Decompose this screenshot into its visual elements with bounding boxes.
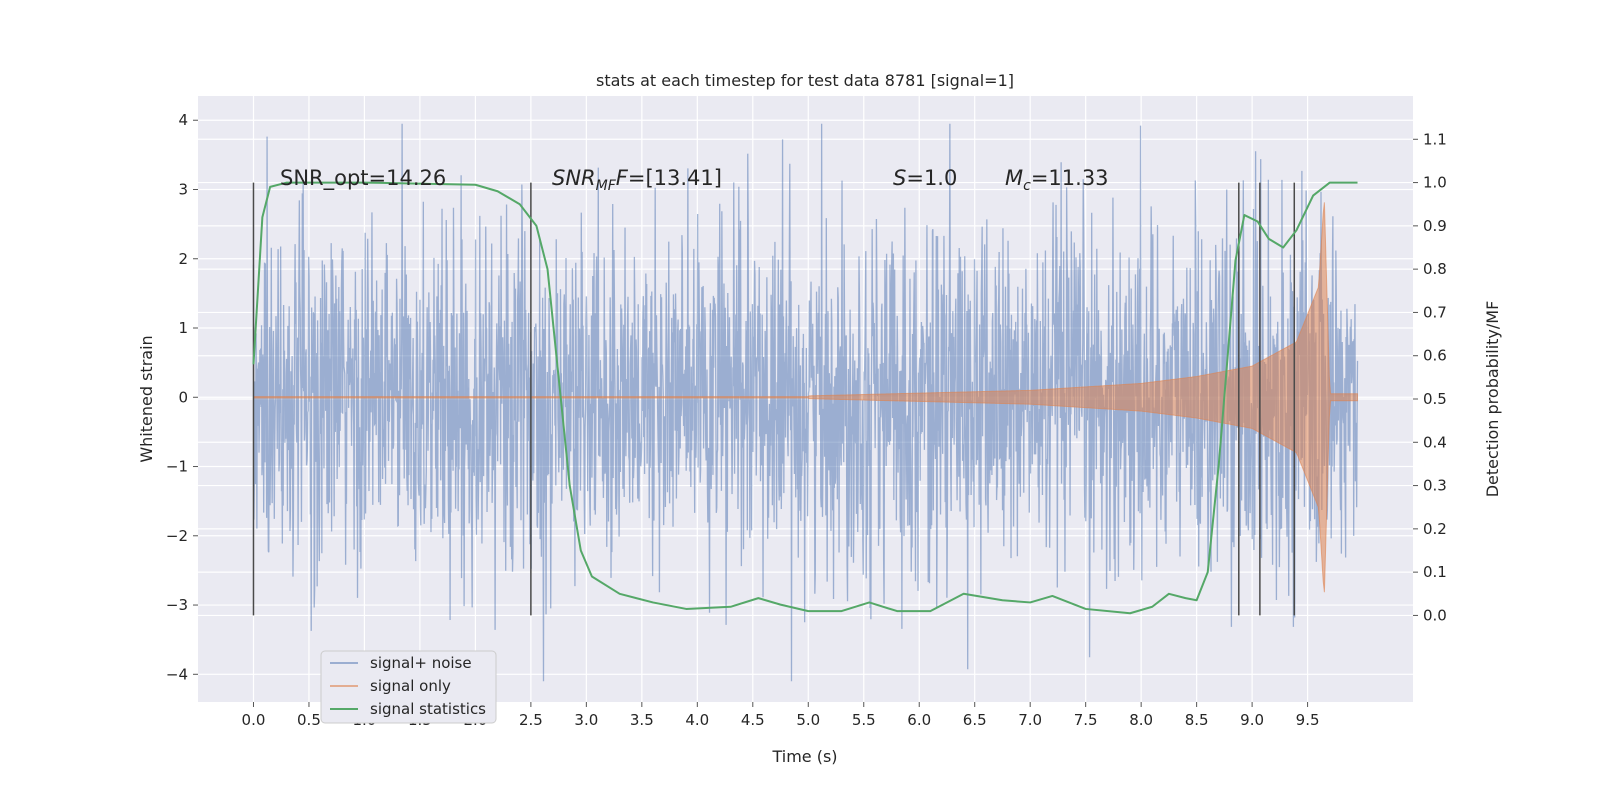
annotation-snr-opt: SNR_opt=14.26 [280,166,446,191]
y-tick-label-left: 1 [178,319,188,337]
annotation-mc: Mc=11.33 [1005,166,1109,194]
x-tick-label: 8.0 [1129,711,1153,729]
annotation-s: S=1.0 [893,166,957,190]
x-axis-label: Time (s) [771,747,837,766]
legend-label-signal-statistics: signal statistics [370,700,486,718]
y-tick-label-right: 0.2 [1423,520,1447,538]
annotation-snr-mf-var: SNR [552,166,596,190]
y-tick-label-right: 1.1 [1423,130,1447,148]
y-tick-label-left: 4 [178,111,188,129]
annotation-snr-mf: SNRMFF=[13.41] [552,166,722,194]
y-axis-label-left: Whitened strain [137,335,156,462]
x-tick-label: 3.0 [574,711,598,729]
annotation-s-value: =1.0 [906,166,957,190]
y-tick-label-right: 0.8 [1423,260,1447,278]
chart-title: stats at each timestep for test data 878… [596,71,1014,90]
y-tick-label-right: 0.7 [1423,303,1447,321]
signal-statistics-line [252,181,1358,615]
x-tick-label: 0.0 [242,711,266,729]
series-signal-statistics [252,181,1358,615]
y-tick-label-right: 0.1 [1423,563,1447,581]
series-signal-only [252,202,1359,593]
y-tick-label-right: 1.0 [1423,174,1447,192]
x-tick-label: 6.0 [907,711,931,729]
series-signal-noise [252,123,1359,682]
x-tick-label: 0.5 [297,711,321,729]
annotation-snr-mf-f: F [616,166,629,190]
legend-label-signal-only: signal only [370,677,451,695]
ticks: 0.00.51.01.52.02.53.03.54.04.55.05.56.06… [166,111,1447,729]
x-tick-label: 7.5 [1074,711,1098,729]
annotation-mc-sub: c [1023,178,1031,194]
y-tick-label-left: 0 [178,388,188,406]
annotation-snr-mf-sub: MF [596,178,617,194]
y-tick-label-left: −2 [166,527,188,545]
signal-noise-line [252,123,1359,682]
x-tick-label: 2.5 [519,711,543,729]
x-tick-label: 6.5 [963,711,987,729]
y-tick-label-left: −4 [166,665,188,683]
x-tick-label: 7.0 [1018,711,1042,729]
y-tick-label-right: 0.3 [1423,477,1447,495]
y-axis-label-right: Detection probability/MF [1483,301,1502,498]
x-tick-label: 3.5 [630,711,654,729]
y-tick-label-left: −1 [166,458,188,476]
annotation-mc-var: M [1005,166,1023,190]
y-tick-label-right: 0.0 [1423,606,1447,624]
x-tick-label: 4.0 [685,711,709,729]
x-tick-label: 5.0 [796,711,820,729]
signal-only-envelope [252,202,1359,593]
x-tick-label: 9.0 [1240,711,1264,729]
annotation-mc-value: =11.33 [1031,166,1109,190]
x-tick-label: 9.5 [1296,711,1320,729]
y-tick-label-right: 0.9 [1423,217,1447,235]
legend: signal+ noise signal only signal statist… [320,650,497,724]
y-tick-label-right: 0.5 [1423,390,1447,408]
y-tick-label-right: 0.4 [1423,433,1447,451]
legend-box [320,650,497,724]
y-tick-label-right: 0.6 [1423,347,1447,365]
annotation-snr-mf-value: =[13.41] [628,166,722,190]
y-tick-label-left: −3 [166,596,188,614]
annotation-s-var: S [893,166,906,190]
y-tick-label-left: 2 [178,250,188,268]
x-tick-label: 5.5 [852,711,876,729]
legend-label-signal-noise: signal+ noise [370,654,472,672]
x-tick-label: 4.5 [741,711,765,729]
y-tick-label-left: 3 [178,180,188,198]
x-tick-label: 8.5 [1185,711,1209,729]
vertical-markers [252,182,1296,616]
